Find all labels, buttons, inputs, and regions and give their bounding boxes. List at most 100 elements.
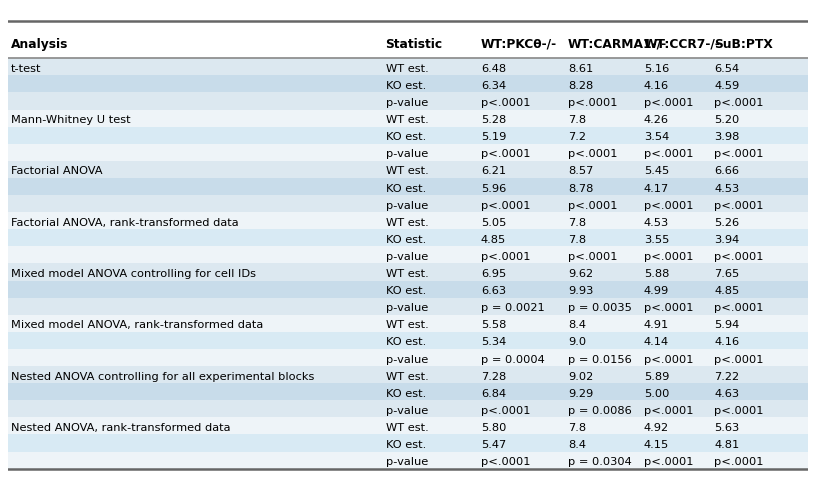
- Bar: [8, 366, 808, 383]
- Text: 4.26: 4.26: [644, 115, 669, 125]
- Text: 8.28: 8.28: [568, 81, 593, 91]
- Bar: [8, 315, 808, 332]
- Text: p<.0001: p<.0001: [714, 252, 764, 262]
- Text: p-value: p-value: [386, 457, 428, 467]
- Text: 6.84: 6.84: [481, 389, 506, 399]
- Text: p<.0001: p<.0001: [644, 98, 694, 108]
- Text: p = 0.0086: p = 0.0086: [568, 406, 632, 416]
- Text: p = 0.0004: p = 0.0004: [481, 355, 544, 364]
- Text: 5.63: 5.63: [714, 423, 739, 433]
- Text: p<.0001: p<.0001: [714, 98, 764, 108]
- Bar: [8, 383, 808, 400]
- Text: p = 0.0035: p = 0.0035: [568, 303, 632, 313]
- Text: p-value: p-value: [386, 406, 428, 416]
- Text: 7.2: 7.2: [568, 132, 586, 142]
- Text: p-value: p-value: [386, 98, 428, 108]
- Text: p<.0001: p<.0001: [644, 303, 694, 313]
- Text: Mann-Whitney U test: Mann-Whitney U test: [11, 115, 131, 125]
- Text: 4.85: 4.85: [481, 235, 506, 245]
- Bar: [8, 212, 808, 229]
- Text: 5.16: 5.16: [644, 64, 669, 74]
- Text: 5.28: 5.28: [481, 115, 506, 125]
- Text: 4.63: 4.63: [714, 389, 739, 399]
- Text: Mixed model ANOVA controlling for cell IDs: Mixed model ANOVA controlling for cell I…: [11, 269, 255, 279]
- Text: KO est.: KO est.: [386, 286, 426, 296]
- Text: 5.26: 5.26: [714, 218, 739, 228]
- Text: p = 0.0156: p = 0.0156: [568, 355, 632, 364]
- Text: WT est.: WT est.: [386, 321, 428, 330]
- Text: 4.81: 4.81: [714, 440, 739, 450]
- Bar: [8, 417, 808, 434]
- Text: p<.0001: p<.0001: [568, 149, 618, 160]
- Bar: [8, 452, 808, 469]
- Text: p-value: p-value: [386, 149, 428, 160]
- Text: 4.53: 4.53: [644, 218, 669, 228]
- Text: 7.8: 7.8: [568, 218, 586, 228]
- Text: p<.0001: p<.0001: [644, 457, 694, 467]
- Text: 6.66: 6.66: [714, 166, 739, 176]
- Text: p-value: p-value: [386, 201, 428, 211]
- Bar: [8, 144, 808, 161]
- Text: 4.14: 4.14: [644, 337, 669, 348]
- Text: p-value: p-value: [386, 252, 428, 262]
- Text: 4.16: 4.16: [644, 81, 669, 91]
- Text: 8.78: 8.78: [568, 184, 593, 194]
- Text: 7.8: 7.8: [568, 115, 586, 125]
- Text: p<.0001: p<.0001: [644, 252, 694, 262]
- Text: KO est.: KO est.: [386, 440, 426, 450]
- Text: Nested ANOVA controlling for all experimental blocks: Nested ANOVA controlling for all experim…: [11, 372, 314, 382]
- Text: 9.0: 9.0: [568, 337, 586, 348]
- Text: p<.0001: p<.0001: [714, 303, 764, 313]
- Text: 4.16: 4.16: [714, 337, 739, 348]
- Text: 7.28: 7.28: [481, 372, 506, 382]
- Text: Nested ANOVA, rank-transformed data: Nested ANOVA, rank-transformed data: [11, 423, 230, 433]
- Bar: [8, 195, 808, 212]
- Bar: [8, 21, 808, 58]
- Text: 6.63: 6.63: [481, 286, 506, 296]
- Text: Factorial ANOVA, rank-transformed data: Factorial ANOVA, rank-transformed data: [11, 218, 238, 228]
- Text: 5.19: 5.19: [481, 132, 506, 142]
- Bar: [8, 161, 808, 178]
- Text: p<.0001: p<.0001: [481, 457, 530, 467]
- Text: KO est.: KO est.: [386, 81, 426, 91]
- Text: 5.89: 5.89: [644, 372, 669, 382]
- Text: WT est.: WT est.: [386, 372, 428, 382]
- Text: 6.34: 6.34: [481, 81, 506, 91]
- Text: 7.8: 7.8: [568, 235, 586, 245]
- Text: p<.0001: p<.0001: [568, 201, 618, 211]
- Text: p<.0001: p<.0001: [714, 355, 764, 364]
- Text: p = 0.0021: p = 0.0021: [481, 303, 544, 313]
- Text: p-value: p-value: [386, 355, 428, 364]
- Bar: [8, 229, 808, 246]
- Text: WT est.: WT est.: [386, 423, 428, 433]
- Text: 5.34: 5.34: [481, 337, 506, 348]
- Bar: [8, 349, 808, 366]
- Text: KO est.: KO est.: [386, 132, 426, 142]
- Text: p<.0001: p<.0001: [481, 149, 530, 160]
- Text: SuB:PTX: SuB:PTX: [714, 38, 773, 51]
- Text: 4.53: 4.53: [714, 184, 739, 194]
- Text: KO est.: KO est.: [386, 337, 426, 348]
- Text: WT est.: WT est.: [386, 115, 428, 125]
- Bar: [8, 264, 808, 281]
- Text: 6.54: 6.54: [714, 64, 739, 74]
- Text: 3.54: 3.54: [644, 132, 669, 142]
- Text: p<.0001: p<.0001: [644, 149, 694, 160]
- Text: 4.85: 4.85: [714, 286, 739, 296]
- Text: 7.65: 7.65: [714, 269, 739, 279]
- Text: p = 0.0304: p = 0.0304: [568, 457, 632, 467]
- Text: 5.94: 5.94: [714, 321, 739, 330]
- Text: p<.0001: p<.0001: [481, 252, 530, 262]
- Text: p<.0001: p<.0001: [481, 98, 530, 108]
- Text: 5.96: 5.96: [481, 184, 506, 194]
- Text: p<.0001: p<.0001: [644, 406, 694, 416]
- Text: 8.61: 8.61: [568, 64, 593, 74]
- Text: 4.59: 4.59: [714, 81, 739, 91]
- Bar: [8, 434, 808, 452]
- Text: WT est.: WT est.: [386, 166, 428, 176]
- Text: 5.45: 5.45: [644, 166, 669, 176]
- Text: p<.0001: p<.0001: [714, 201, 764, 211]
- Text: 5.80: 5.80: [481, 423, 506, 433]
- Text: Analysis: Analysis: [11, 38, 68, 51]
- Text: 6.21: 6.21: [481, 166, 506, 176]
